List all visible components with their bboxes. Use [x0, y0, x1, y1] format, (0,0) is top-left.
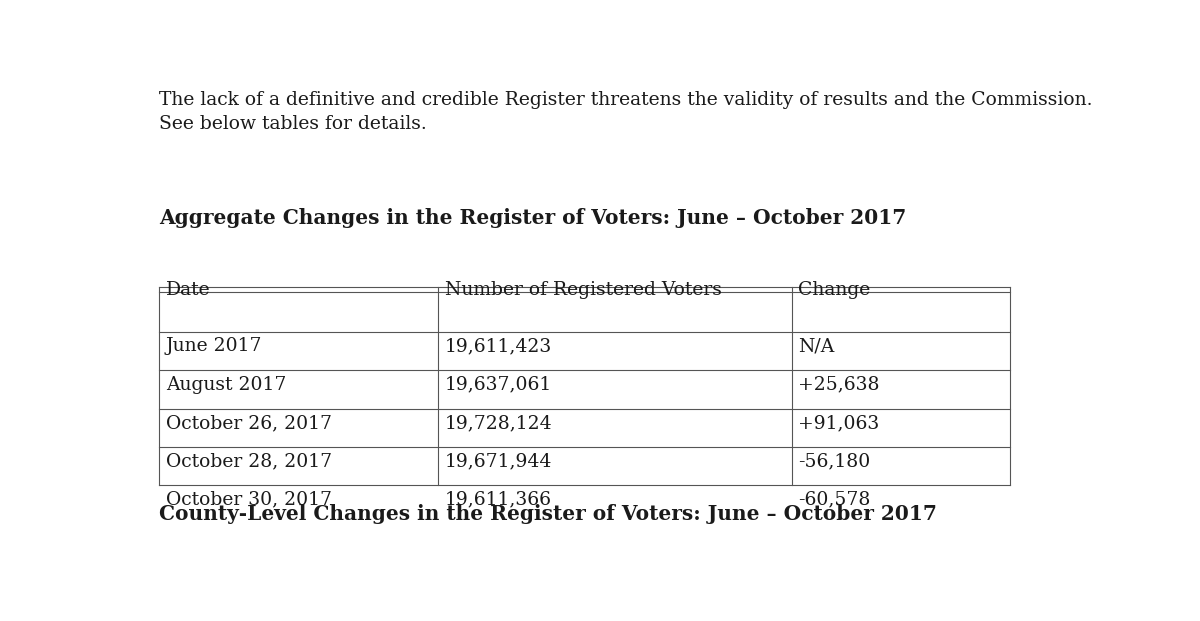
- Text: -56,180: -56,180: [798, 452, 870, 470]
- Text: 19,728,124: 19,728,124: [445, 414, 552, 432]
- Text: N/A: N/A: [798, 337, 834, 355]
- Text: Number of Registered Voters: Number of Registered Voters: [445, 281, 721, 299]
- Text: Aggregate Changes in the Register of Voters: June – October 2017: Aggregate Changes in the Register of Vot…: [160, 209, 906, 229]
- Text: +91,063: +91,063: [798, 414, 880, 432]
- Text: October 26, 2017: October 26, 2017: [166, 414, 332, 432]
- Text: -60,578: -60,578: [798, 491, 870, 509]
- Text: Date: Date: [166, 281, 210, 299]
- Text: 19,611,366: 19,611,366: [445, 491, 552, 509]
- Text: See below tables for details.: See below tables for details.: [160, 115, 427, 133]
- Text: June 2017: June 2017: [166, 337, 263, 355]
- Text: 19,637,061: 19,637,061: [445, 376, 552, 394]
- Text: 19,671,944: 19,671,944: [445, 452, 552, 470]
- Text: 19,611,423: 19,611,423: [445, 337, 552, 355]
- Text: The lack of a definitive and credible Register threatens the validity of results: The lack of a definitive and credible Re…: [160, 91, 1093, 109]
- Text: August 2017: August 2017: [166, 376, 286, 394]
- Text: Change: Change: [798, 281, 870, 299]
- Text: +25,638: +25,638: [798, 376, 880, 394]
- Text: October 30, 2017: October 30, 2017: [166, 491, 332, 509]
- Text: October 28, 2017: October 28, 2017: [166, 452, 332, 470]
- Text: County-Level Changes in the Register of Voters: June – October 2017: County-Level Changes in the Register of …: [160, 504, 937, 524]
